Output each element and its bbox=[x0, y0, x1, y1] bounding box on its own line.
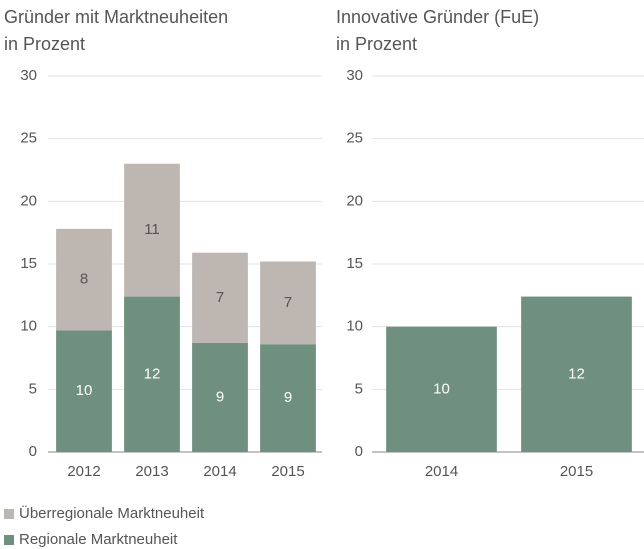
y-tick-label: 20 bbox=[20, 192, 37, 209]
y-tick-label: 30 bbox=[346, 67, 363, 84]
chart-subtitle: in Prozent bbox=[4, 34, 85, 54]
y-tick-label: 0 bbox=[29, 443, 37, 460]
bar-segment bbox=[56, 330, 112, 452]
data-label: 11 bbox=[144, 221, 160, 238]
bar bbox=[521, 296, 632, 452]
bar bbox=[386, 326, 497, 452]
data-label: 12 bbox=[568, 365, 585, 382]
bar-segment bbox=[124, 296, 180, 452]
legend-label: Überregionale Marktneuheit bbox=[19, 504, 205, 522]
bar-segment bbox=[260, 261, 316, 345]
bar-segment bbox=[192, 252, 248, 343]
data-label: 7 bbox=[216, 289, 224, 306]
data-label: 10 bbox=[433, 380, 450, 397]
y-tick-label: 0 bbox=[355, 443, 363, 460]
legend-swatch bbox=[4, 509, 14, 519]
bar-segment bbox=[260, 344, 316, 452]
y-tick-label: 15 bbox=[20, 255, 37, 272]
y-tick-label: 25 bbox=[20, 130, 37, 147]
legend-swatch bbox=[4, 535, 14, 545]
x-tick-label: 2012 bbox=[67, 463, 100, 480]
x-tick-label: 2014 bbox=[425, 463, 458, 480]
chart-title: Gründer mit Marktneuheiten bbox=[4, 7, 228, 27]
y-tick-label: 5 bbox=[29, 380, 37, 397]
bar-segment bbox=[124, 163, 180, 297]
x-tick-label: 2015 bbox=[271, 463, 304, 480]
data-label: 10 bbox=[76, 382, 93, 399]
chart-subtitle: in Prozent bbox=[336, 34, 417, 54]
y-tick-label: 10 bbox=[20, 318, 37, 335]
data-label: 12 bbox=[144, 365, 161, 382]
y-tick-label: 25 bbox=[346, 130, 363, 147]
y-tick-label: 5 bbox=[355, 380, 363, 397]
y-tick-label: 10 bbox=[346, 318, 363, 335]
bar-segment bbox=[56, 228, 112, 331]
data-label: 7 bbox=[284, 294, 292, 311]
data-label: 9 bbox=[284, 389, 292, 406]
legend-label: Regionale Marktneuheit bbox=[19, 531, 178, 548]
bar-segment bbox=[192, 342, 248, 452]
y-tick-label: 15 bbox=[346, 255, 363, 272]
chart-title: Innovative Gründer (FuE) bbox=[336, 7, 539, 27]
x-tick-label: 2014 bbox=[203, 463, 236, 480]
data-label: 9 bbox=[216, 388, 224, 405]
x-tick-label: 2015 bbox=[560, 463, 593, 480]
y-tick-label: 20 bbox=[346, 192, 363, 209]
x-tick-label: 2013 bbox=[135, 463, 168, 480]
y-tick-label: 30 bbox=[20, 67, 37, 84]
data-label: 8 bbox=[80, 271, 88, 288]
